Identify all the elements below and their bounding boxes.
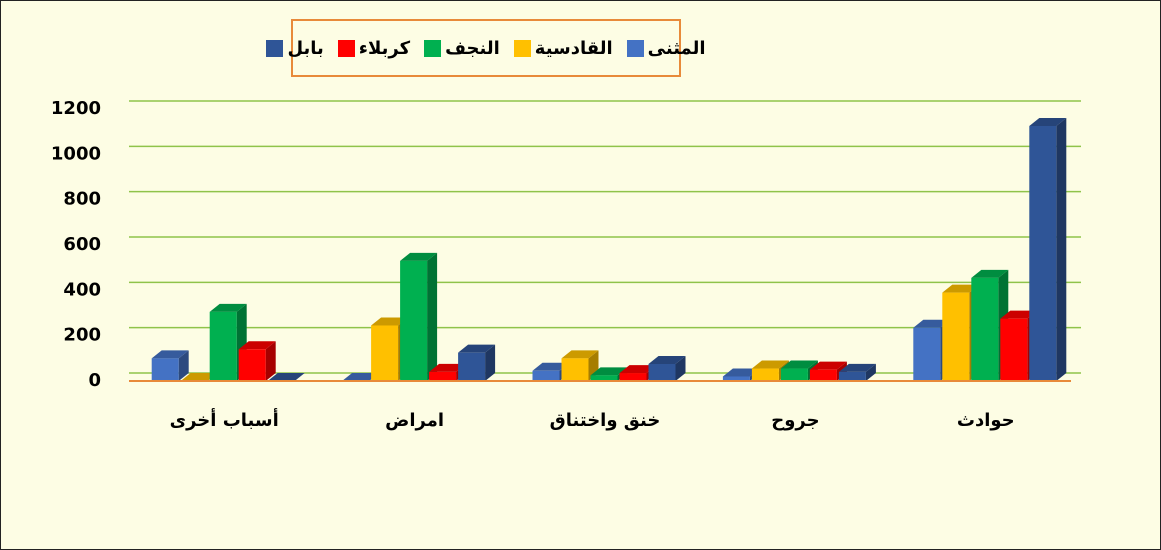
bar <box>648 364 676 381</box>
y-tick-label: 600 <box>63 234 101 255</box>
legend-label: النجف <box>445 37 500 59</box>
bar <box>209 311 237 381</box>
bar <box>458 352 486 381</box>
bar-top <box>648 356 686 364</box>
bar-top <box>561 350 599 359</box>
bar-top <box>238 341 276 350</box>
y-tick-label: 1000 <box>51 143 101 164</box>
bar <box>238 349 266 381</box>
bar-side <box>178 350 189 381</box>
bar-top <box>458 344 496 353</box>
bar-side <box>1056 118 1067 381</box>
bar-top <box>838 363 876 372</box>
bar <box>1029 126 1057 381</box>
legend-label: كربلاء <box>358 37 411 59</box>
legend-swatch <box>424 39 442 57</box>
bar <box>809 369 837 381</box>
bar <box>371 325 399 381</box>
legend-swatch <box>513 39 531 57</box>
bar-top <box>267 373 305 381</box>
legend-swatch <box>337 39 355 57</box>
bar-side <box>265 341 276 381</box>
bar <box>751 368 779 381</box>
bar-top <box>371 317 409 326</box>
bar <box>590 375 618 381</box>
y-tick-label: 800 <box>63 189 101 210</box>
bar-top <box>590 367 628 376</box>
bar-top <box>180 373 218 381</box>
y-tick-label: 1200 <box>51 98 101 119</box>
y-tick-label: 0 <box>88 370 101 391</box>
bar-side <box>485 344 496 381</box>
x-tick-label: حوادث <box>957 410 1015 431</box>
bar <box>151 358 179 381</box>
bar <box>838 371 866 381</box>
legend-label: بابل <box>287 37 324 59</box>
bar-top <box>429 363 467 372</box>
bar <box>532 370 560 381</box>
legend-item: النجف <box>424 38 500 59</box>
bar <box>619 373 647 381</box>
bar-top <box>209 303 247 312</box>
bar <box>1000 318 1028 381</box>
bar <box>722 376 750 381</box>
x-tick-label: امراض <box>385 410 444 431</box>
x-tick-label: خنق واختناق <box>550 410 661 431</box>
bar-top <box>751 360 789 369</box>
bar-top <box>342 373 380 381</box>
x-tick-label: أسباب أخرى <box>170 408 279 431</box>
bar <box>913 327 941 381</box>
legend: المثنى القادسية النجف كربلاء بابل <box>266 19 706 77</box>
bar <box>561 358 589 381</box>
bar <box>429 371 457 381</box>
bar-top <box>400 252 438 261</box>
legend-swatch <box>626 39 644 57</box>
bar-side <box>675 356 686 381</box>
bar-top <box>151 350 189 359</box>
bar-top <box>971 269 1009 278</box>
legend-label: القادسية <box>534 37 613 59</box>
bar <box>400 260 428 381</box>
bar-side <box>865 363 876 381</box>
bar-side <box>427 252 438 381</box>
y-tick-label: 200 <box>63 325 101 346</box>
legend-item: بابل <box>266 37 324 59</box>
bar <box>942 292 970 381</box>
bar-top <box>780 360 818 369</box>
legend-item: المثنى <box>626 37 706 59</box>
y-tick-label: 400 <box>63 279 101 300</box>
bar-top <box>619 365 657 374</box>
bar-top <box>722 368 760 377</box>
legend-swatch <box>266 39 284 57</box>
legend-label: المثنى <box>647 37 706 59</box>
bar-top <box>913 319 951 328</box>
x-tick-label: جروح <box>771 410 819 431</box>
legend-item: كربلاء <box>337 37 411 59</box>
legend-item: القادسية <box>513 37 613 59</box>
bar-top <box>532 362 570 371</box>
bar-top <box>1000 310 1038 319</box>
bar-top <box>1029 118 1067 126</box>
bar <box>971 277 999 381</box>
bar-top <box>809 361 847 370</box>
bar <box>780 368 808 381</box>
bar-top <box>942 284 980 293</box>
